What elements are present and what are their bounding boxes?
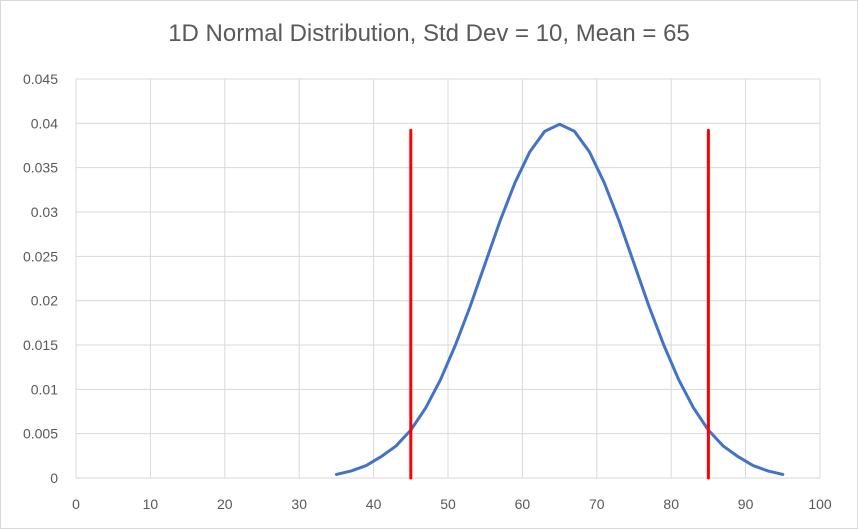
y-tick-label: 0.04 (31, 115, 58, 131)
chart-title: 1D Normal Distribution, Std Dev = 10, Me… (168, 20, 690, 47)
y-tick-label: 0 (50, 470, 58, 486)
y-tick-label: 0.015 (23, 337, 58, 353)
x-tick-label: 100 (808, 496, 832, 512)
x-tick-label: 10 (143, 496, 159, 512)
x-tick-label: 70 (589, 496, 605, 512)
y-tick-label: 0.045 (23, 71, 58, 87)
x-tick-label: 60 (515, 496, 531, 512)
y-tick-label: 0.025 (23, 248, 58, 264)
x-tick-label: 50 (440, 496, 456, 512)
x-tick-label: 80 (663, 496, 679, 512)
y-tick-label: 0.02 (31, 293, 58, 309)
normal-curve-series (334, 122, 785, 476)
series-layer (334, 122, 785, 480)
y-tick-label: 0.01 (31, 381, 58, 397)
x-tick-label: 90 (738, 496, 754, 512)
y-tick-label: 0.035 (23, 160, 58, 176)
x-tick-label: 20 (217, 496, 233, 512)
tick-label-layer: 0 10 20 30 40 50 60 70 80 90 100 0 0.005 0.01 0.015 0.0… (23, 71, 832, 512)
x-tick-label: 30 (291, 496, 307, 512)
y-tick-label: 0.03 (31, 204, 58, 220)
grid-layer (75, 78, 821, 479)
y-tick-label: 0.005 (23, 426, 58, 442)
x-tick-label: 40 (366, 496, 382, 512)
x-tick-label: 0 (72, 496, 80, 512)
